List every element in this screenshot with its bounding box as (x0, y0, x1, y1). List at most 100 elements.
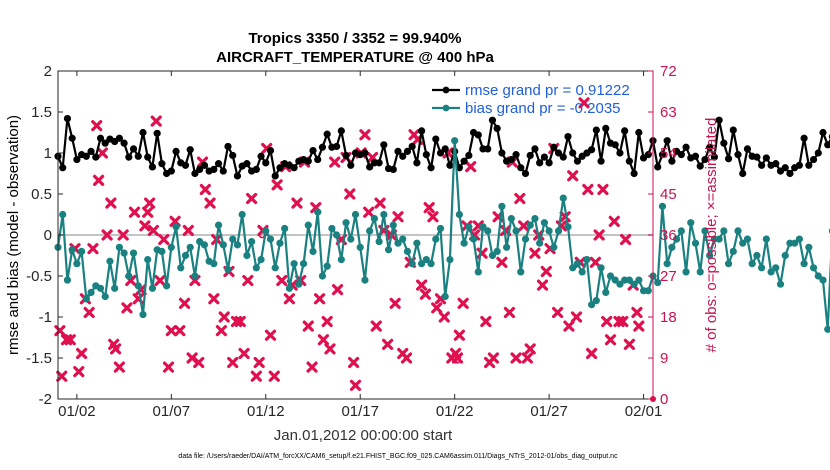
bias-point (134, 282, 142, 290)
rmse-point (92, 153, 100, 161)
obs-assimilated-marker (291, 197, 303, 209)
bias-point (276, 239, 284, 247)
rmse-point (635, 128, 643, 137)
x-stroke (158, 233, 170, 246)
x-stroke (589, 256, 601, 268)
bias-point (540, 219, 548, 227)
obs-assimilated-marker (363, 206, 375, 218)
x-stroke (142, 206, 154, 218)
bias-point (167, 243, 175, 251)
y-right-tick-label: 9 (660, 350, 668, 367)
x-stroke (261, 142, 273, 155)
obs-assimilated-marker (174, 325, 186, 337)
bias-point (422, 256, 430, 264)
y-right-tick-label: 27 (660, 268, 677, 285)
bias-point (691, 239, 700, 247)
y-left-tick-label: 1 (44, 145, 52, 162)
bias-point (177, 264, 185, 272)
x-stroke (250, 370, 262, 382)
bias-point (370, 215, 378, 223)
bias-point (163, 282, 171, 290)
rmse-point (493, 124, 501, 132)
obs-assimilated-marker (218, 311, 230, 323)
bias-point (314, 208, 322, 216)
bias-point (78, 247, 86, 255)
bias-point (819, 276, 827, 284)
obs-assimilated-marker (250, 370, 262, 382)
bias-point (73, 260, 81, 268)
x-stroke (563, 320, 575, 332)
bias-point (328, 224, 336, 233)
bias-point (696, 268, 704, 276)
obs-assimilated-marker (370, 320, 382, 332)
rmse-point (181, 161, 190, 169)
bias-point (772, 264, 780, 272)
rmse-point (418, 127, 426, 135)
bias-point (583, 256, 591, 264)
y-left-tick-label: -2 (39, 391, 52, 408)
obs-assimilated-marker (608, 215, 620, 227)
obs-assimilated-marker (182, 224, 194, 237)
x-stroke (329, 156, 341, 168)
rmse-point (337, 127, 345, 135)
x-stroke (128, 206, 141, 218)
obs-assimilated-marker (514, 192, 526, 205)
x-stroke (604, 334, 617, 346)
rmse-point (781, 164, 789, 172)
obs-assimilated-marker (524, 343, 536, 355)
rmse-point (427, 164, 435, 172)
bias-point (290, 260, 298, 268)
legend-marker-sample (442, 104, 450, 112)
obs-assimilated-marker (480, 315, 492, 328)
bias-point (814, 272, 822, 280)
bias-point (323, 262, 331, 270)
rmse-point (602, 124, 610, 132)
bias-point (460, 239, 468, 247)
bias-point (337, 256, 345, 264)
rmse-point (276, 164, 284, 172)
bias-point (536, 239, 544, 247)
obs-assimilated-marker (570, 311, 583, 323)
rmse-point (68, 134, 76, 142)
rmse-point (200, 161, 208, 169)
bias-point (791, 239, 799, 247)
x-stroke (76, 347, 88, 360)
bias-point (795, 235, 803, 243)
rmse-point (734, 151, 742, 159)
x-stroke (182, 224, 194, 237)
rmse-point (545, 159, 553, 167)
obs-assimilated-marker (306, 361, 318, 373)
bias-point (144, 256, 152, 264)
obs-assimilated-marker (427, 211, 439, 223)
y-left-tick-label: -1.5 (26, 350, 52, 367)
x-stroke (559, 211, 571, 223)
x-stroke (54, 325, 66, 337)
rmse-point (257, 152, 265, 160)
bias-point (115, 243, 123, 251)
obs-assimilated-marker (178, 297, 191, 309)
rmse-point (800, 134, 808, 142)
obs-assimilated-marker (604, 334, 617, 346)
x-stroke (359, 129, 371, 141)
obs-assimilated-marker (158, 233, 170, 246)
rmse-point (243, 160, 251, 168)
obs-assimilated-marker (419, 288, 431, 300)
x-stroke (204, 197, 216, 209)
bias-point (285, 284, 293, 292)
bias-point (172, 223, 180, 231)
rmse-point (422, 151, 430, 159)
rmse-point (814, 149, 822, 157)
y-axis-left-label: rmse and bias (model - observation) (5, 115, 22, 355)
bias-point (512, 227, 520, 235)
bias-point (436, 224, 445, 233)
bias-point (715, 235, 723, 243)
rmse-point (819, 128, 827, 137)
bias-point (658, 202, 667, 210)
x-stroke (242, 274, 254, 287)
obs-assimilated-marker (227, 356, 239, 369)
bias-point (266, 235, 275, 243)
bias-point (758, 264, 766, 272)
rmse-point (611, 141, 619, 149)
rmse-point (772, 160, 780, 168)
